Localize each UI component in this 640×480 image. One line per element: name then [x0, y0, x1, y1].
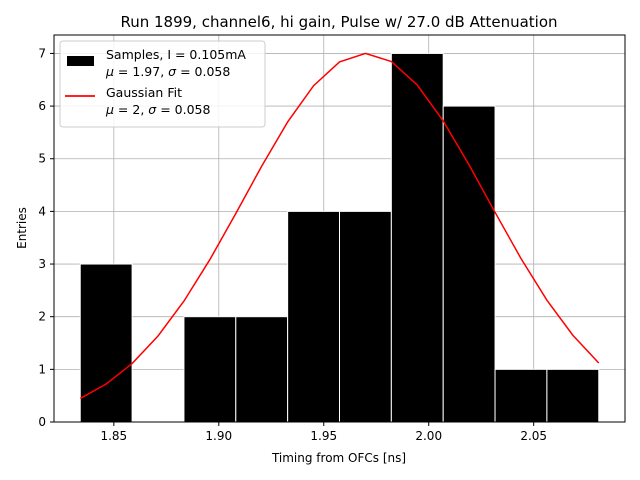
legend: Samples, I = 0.105mA μ = 1.97, σ = 0.058 G… — [59, 40, 266, 128]
histogram-bar — [494, 368, 548, 423]
sigma-value: = 0.058 — [156, 102, 210, 117]
x-axis: 1.85 1.90 1.95 2.00 2.05 — [100, 422, 547, 443]
x-tick-label: 1.90 — [205, 429, 232, 443]
y-axis: 0 1 2 3 4 5 6 7 — [38, 46, 54, 429]
y-tick-label: 5 — [38, 152, 46, 166]
legend-swatch-samples — [67, 56, 94, 66]
histogram-bar — [442, 105, 496, 423]
plot-frame — [53, 34, 626, 423]
y-tick-label: 0 — [38, 415, 46, 429]
y-tick-label: 3 — [38, 257, 46, 271]
gaussian-fit-line — [79, 52, 600, 400]
legend-stats: μ = 2, σ = 0.058 — [105, 102, 210, 117]
y-tick-label: 1 — [38, 362, 46, 376]
mu-value: = 2, — [114, 102, 148, 117]
sigma-value: = 0.058 — [176, 64, 230, 79]
legend-box — [59, 40, 266, 128]
sigma-symbol: σ — [148, 102, 157, 117]
sigma-symbol: σ — [168, 64, 177, 79]
histogram-bar — [287, 210, 340, 423]
mu-symbol: μ — [105, 64, 114, 79]
y-tick-label: 6 — [38, 99, 46, 113]
x-tick-label: 1.95 — [310, 429, 337, 443]
histogram-bar — [235, 316, 289, 423]
histogram-bar — [390, 52, 444, 423]
y-tick-label: 7 — [38, 46, 46, 60]
legend-label: Gaussian Fit — [106, 85, 182, 100]
y-axis-label: Entries — [15, 207, 29, 249]
legend-stats: μ = 1.97, σ = 0.058 — [105, 64, 230, 79]
x-tick-label: 1.85 — [100, 429, 127, 443]
x-axis-label: Timing from OFCs [ns] — [271, 451, 406, 465]
histogram-bar — [546, 368, 600, 423]
histogram-bar — [183, 316, 237, 423]
histogram-bar — [339, 210, 392, 423]
legend-label: Samples, I = 0.105mA — [106, 47, 246, 62]
mu-symbol: μ — [105, 102, 114, 117]
chart-title: Run 1899, channel6, hi gain, Pulse w/ 27… — [120, 13, 557, 31]
histogram-bar — [79, 263, 133, 423]
histogram-bars — [79, 52, 600, 423]
x-tick-label: 2.05 — [520, 429, 547, 443]
x-tick-label: 2.00 — [415, 429, 442, 443]
y-tick-label: 4 — [38, 204, 46, 218]
mu-value: = 1.97, — [114, 64, 168, 79]
y-tick-label: 2 — [38, 310, 46, 324]
